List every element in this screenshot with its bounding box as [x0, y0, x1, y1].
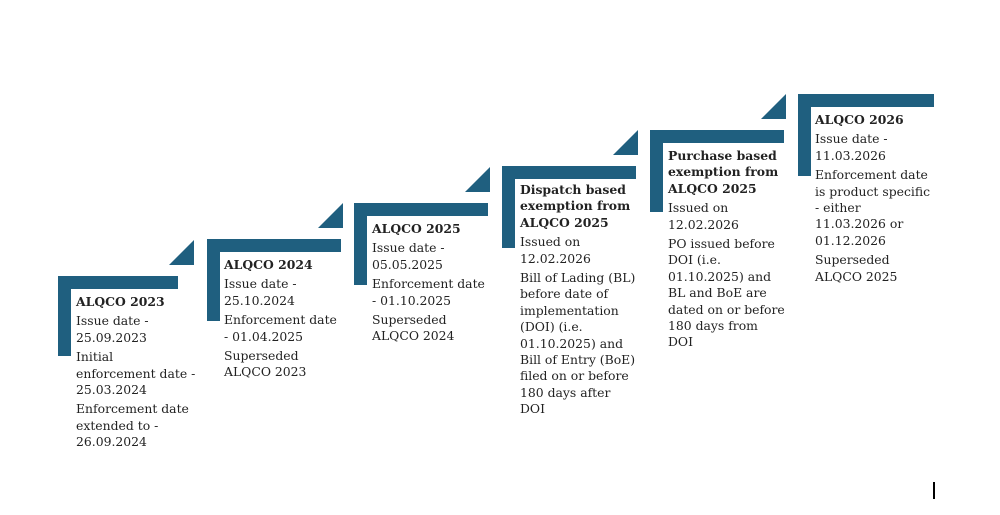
step-text: Dispatch based exemption from ALQCO 2025…	[520, 182, 638, 418]
step-detail: Enforcement date extended to - 26.09.202…	[76, 401, 189, 450]
step-title: ALQCO 2026	[815, 112, 904, 127]
step-detail: Enforcement date is product specific - e…	[815, 167, 931, 248]
step-text: ALQCO 2025 Issue date - 05.05.2025 Enfor…	[372, 221, 492, 345]
step-bracket-shape	[650, 94, 786, 212]
step-detail: Superseded ALQCO 2025	[815, 252, 898, 284]
step-detail: Issued on 12.02.2026	[520, 234, 591, 266]
step-title: ALQCO 2025	[372, 221, 461, 236]
step-text: ALQCO 2024 Issue date - 25.10.2024 Enfor…	[224, 257, 344, 381]
step-bracket-shape	[354, 167, 490, 285]
step-detail: Issued on 12.02.2026	[668, 200, 739, 232]
step-detail: Enforcement date - 01.10.2025	[372, 276, 485, 308]
step-detail: Superseded ALQCO 2024	[372, 312, 455, 344]
step-detail: Issue date - 05.05.2025	[372, 240, 445, 272]
step-bracket-shape	[798, 94, 934, 176]
step-bracket-shape	[207, 203, 343, 321]
step-title: Dispatch based exemption from ALQCO 2025	[520, 182, 631, 230]
step-detail: PO issued before DOI (i.e. 01.10.2025) a…	[668, 236, 785, 350]
step-title: Purchase based exemption from ALQCO 2025	[668, 148, 779, 196]
step-detail: Issue date - 25.09.2023	[76, 313, 149, 345]
step-text: ALQCO 2026 Issue date - 11.03.2026 Enfor…	[815, 112, 935, 285]
step-detail: Enforcement date - 01.04.2025	[224, 312, 337, 344]
step-text: Purchase based exemption from ALQCO 2025…	[668, 148, 786, 351]
step-detail: Superseded ALQCO 2023	[224, 348, 307, 380]
step-detail: Issue date - 11.03.2026	[815, 131, 888, 163]
step-bracket-shape	[502, 130, 638, 248]
step-detail: Initial enforcement date - 25.03.2024	[76, 349, 196, 398]
step-title: ALQCO 2024	[224, 257, 313, 272]
step-detail: Bill of Lading (BL) before date of imple…	[520, 270, 636, 417]
text-cursor	[933, 482, 935, 499]
step-bracket-shape	[58, 240, 194, 356]
step-text: ALQCO 2023 Issue date - 25.09.2023 Initi…	[76, 294, 196, 451]
step-title: ALQCO 2023	[76, 294, 165, 309]
step-detail: Issue date - 25.10.2024	[224, 276, 297, 308]
